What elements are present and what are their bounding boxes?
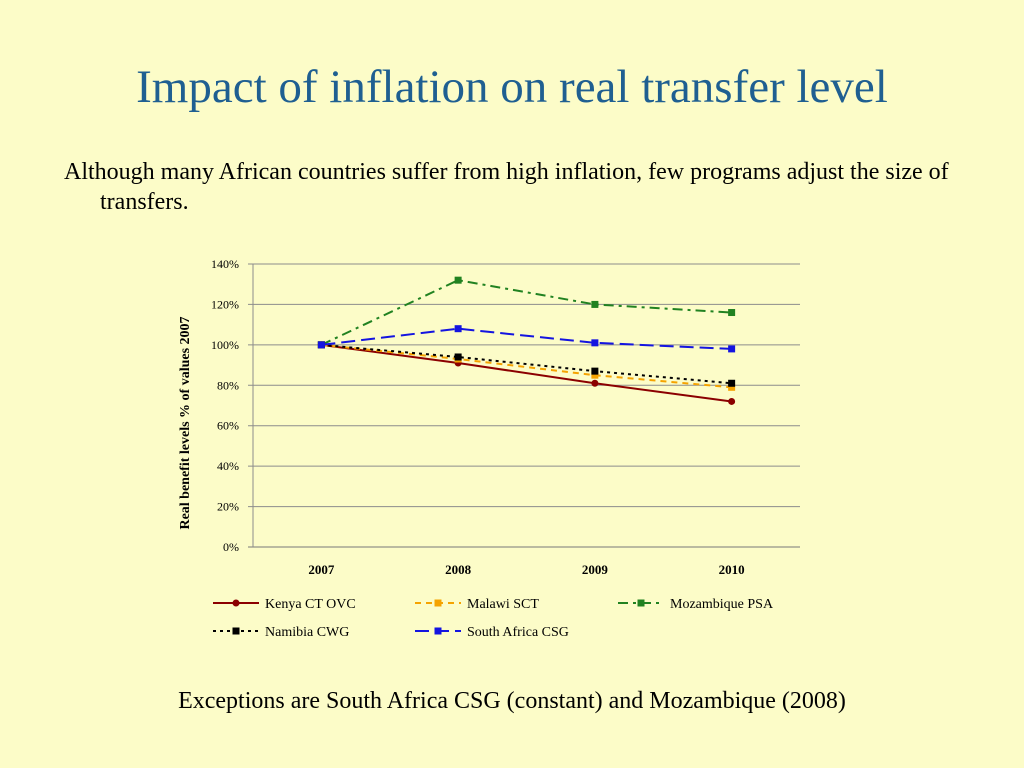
series-line <box>321 327 732 350</box>
series-line <box>321 343 732 385</box>
chart-series <box>317 276 736 405</box>
x-tick-label: 2010 <box>719 562 745 577</box>
chart-grid <box>248 263 800 548</box>
y-tick-label: 80% <box>217 378 239 392</box>
chart-legend: Kenya CT OVC Malawi SCT Mozambique PSA Nami… <box>213 597 774 640</box>
slide-subtitle: Although many African countries suffer f… <box>64 159 949 215</box>
data-point <box>591 367 599 375</box>
data-point <box>454 276 462 284</box>
series-line <box>321 343 732 389</box>
y-tick-label: 60% <box>217 419 239 433</box>
x-tick-label: 2007 <box>308 562 335 577</box>
y-tick-label: 20% <box>217 500 239 514</box>
y-axis-ticks: 0% 20% 40% 60% 80% 100% 120% 140% <box>211 257 239 554</box>
data-point <box>454 325 462 333</box>
data-point <box>591 371 599 379</box>
legend-label: Malawi SCT <box>467 597 539 612</box>
series-line <box>321 343 732 403</box>
data-point <box>591 300 599 308</box>
series-line <box>320 279 732 346</box>
legend-marker <box>637 599 645 607</box>
data-point <box>317 341 325 349</box>
data-point <box>454 353 462 361</box>
legend-marker <box>232 599 240 607</box>
legend-marker <box>434 599 442 607</box>
data-point <box>728 383 736 391</box>
legend-label: South Africa CSG <box>467 625 569 640</box>
data-point <box>591 339 599 347</box>
y-tick-label: 100% <box>211 338 239 352</box>
legend-label: Kenya CT OVC <box>265 597 356 612</box>
y-tick-label: 40% <box>217 459 239 473</box>
legend-label: Mozambique PSA <box>670 597 774 612</box>
y-axis-label: Real benefit levels % of values 2007 <box>178 316 193 529</box>
x-tick-label: 2008 <box>445 562 472 577</box>
slide-title: Impact of inflation on real transfer lev… <box>136 61 888 113</box>
y-tick-label: 0% <box>223 540 239 554</box>
y-tick-label: 120% <box>211 297 239 311</box>
data-point <box>591 379 599 387</box>
legend-label: Namibia CWG <box>265 625 349 640</box>
x-tick-label: 2009 <box>582 562 609 577</box>
data-point <box>728 309 736 317</box>
slide-footnote: Exceptions are South Africa CSG (constan… <box>178 688 846 714</box>
data-point <box>728 379 736 387</box>
y-tick-label: 140% <box>211 257 239 271</box>
legend-marker <box>232 627 240 635</box>
data-point <box>728 345 736 353</box>
x-axis-ticks: 2007 2008 2009 2010 <box>308 562 744 577</box>
data-point <box>728 397 736 405</box>
legend-marker <box>434 627 442 635</box>
